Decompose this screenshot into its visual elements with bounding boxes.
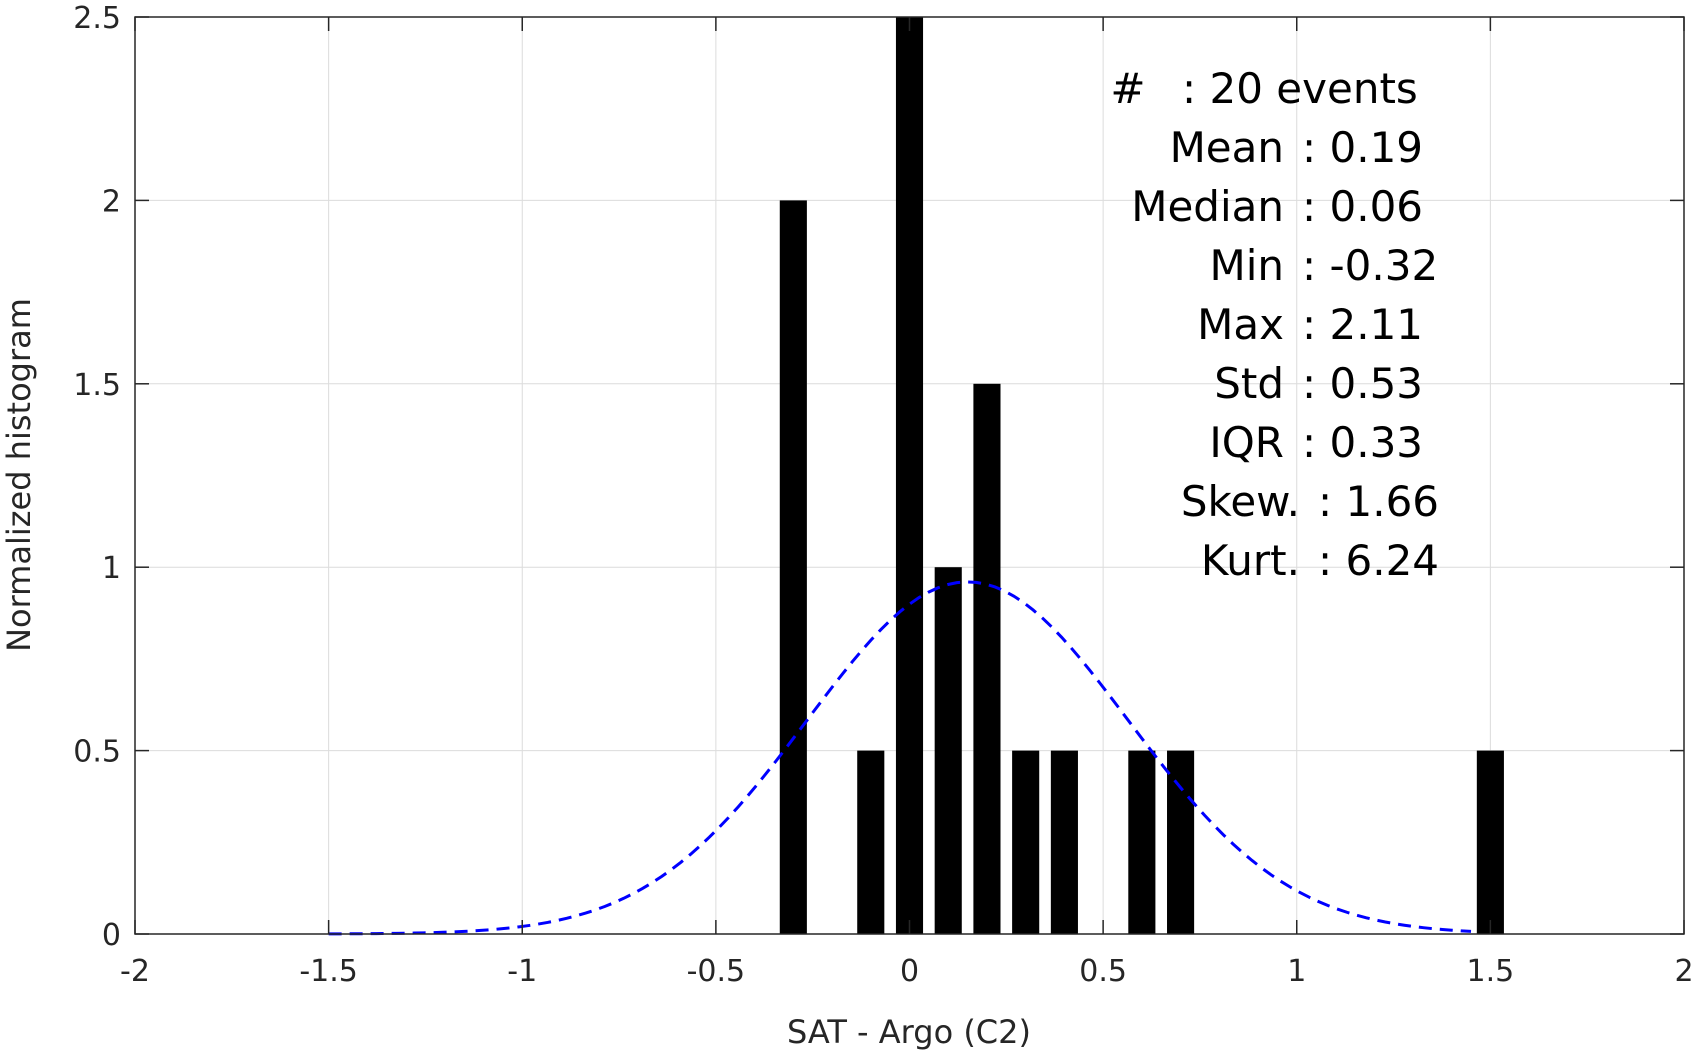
stat-std-label: Std: [1214, 359, 1284, 408]
stat-skew-value: : 1.66: [1318, 477, 1439, 526]
y-tick-label: 1.5: [73, 368, 121, 403]
stat-count-value: : 20 events: [1182, 64, 1418, 113]
histogram-bar: [1128, 750, 1156, 934]
histogram-bar: [1012, 750, 1040, 934]
y-tick-label: 2.5: [73, 1, 121, 36]
stat-kurt-value: : 6.24: [1318, 536, 1439, 585]
x-tick-label: 0.5: [1079, 954, 1127, 989]
stat-mean-label: Mean: [1170, 123, 1284, 172]
stat-skew-label: Skew.: [1181, 477, 1300, 526]
x-tick-label: 2: [1674, 954, 1693, 989]
x-tick-label: -2: [120, 954, 150, 989]
y-tick-labels: 0 0.5 1 1.5 2 2.5: [73, 1, 121, 953]
stat-median-value: : 0.06: [1302, 182, 1423, 231]
x-tick-label: -0.5: [687, 954, 746, 989]
stats-box: # : 20 events Mean : 0.19 Median : 0.06 …: [1110, 64, 1439, 585]
histogram-bar: [973, 383, 1001, 934]
y-tick-label: 2: [102, 184, 121, 219]
histogram-bar: [857, 750, 885, 934]
stat-std-value: : 0.53: [1302, 359, 1423, 408]
stat-max-value: : 2.11: [1302, 300, 1423, 349]
stat-min-value: : -0.32: [1302, 241, 1438, 290]
stat-min-label: Min: [1209, 241, 1284, 290]
stat-max-label: Max: [1197, 300, 1284, 349]
y-tick-label: 0: [102, 918, 121, 953]
histogram-bars: [779, 17, 1504, 934]
histogram-bar: [895, 17, 924, 934]
axis-ticks: [134, 16, 1685, 935]
stat-count-label: #: [1110, 64, 1145, 113]
histogram-bar: [1476, 750, 1504, 934]
stat-mean-value: : 0.19: [1302, 123, 1423, 172]
histogram-bar: [1167, 750, 1195, 934]
y-tick-label: 1: [102, 551, 121, 586]
x-axis-label: SAT - Argo (C2): [787, 1013, 1031, 1051]
normal-fit-curve: [328, 580, 1472, 936]
histogram-bar: [1050, 750, 1078, 934]
x-tick-labels: -2 -1.5 -1 -0.5 0 0.5 1 1.5 2: [120, 954, 1694, 989]
stat-iqr-label: IQR: [1209, 418, 1284, 467]
x-tick-label: 1.5: [1467, 954, 1515, 989]
x-tick-label: 0: [900, 954, 919, 989]
x-tick-label: 1: [1287, 954, 1306, 989]
stat-kurt-label: Kurt.: [1201, 536, 1300, 585]
x-tick-label: -1.5: [299, 954, 358, 989]
histogram-bar: [779, 200, 807, 934]
y-axis-label: Normalized histogram: [0, 298, 38, 652]
x-tick-label: -1: [507, 954, 537, 989]
histogram-bar: [934, 567, 962, 934]
y-tick-label: 0.5: [73, 735, 121, 770]
stat-iqr-value: : 0.33: [1302, 418, 1423, 467]
stat-median-label: Median: [1131, 182, 1284, 231]
